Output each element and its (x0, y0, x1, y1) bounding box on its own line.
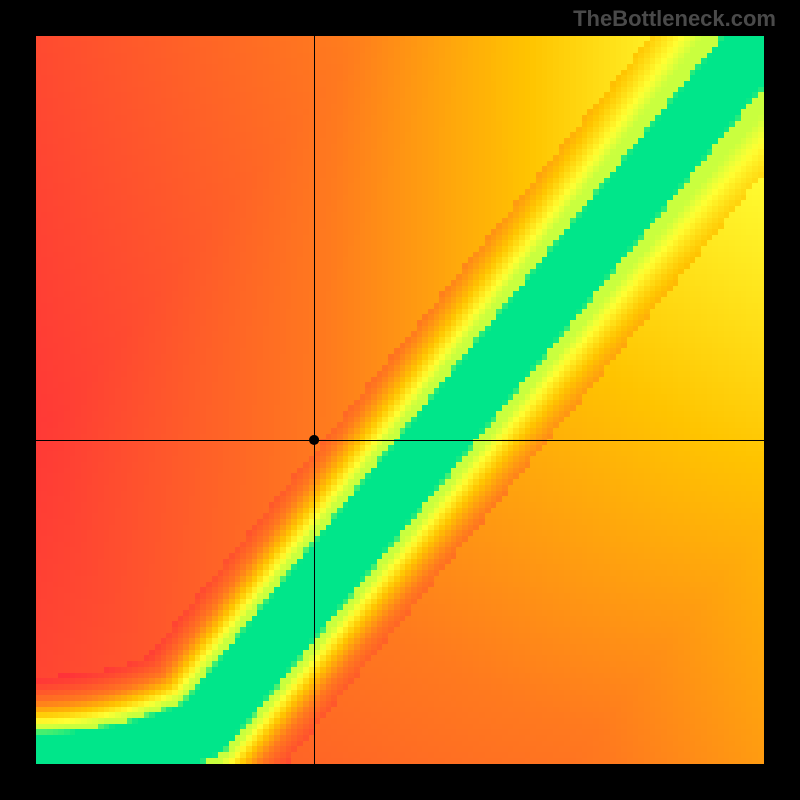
chart-container: TheBottleneck.com (0, 0, 800, 800)
watermark-text: TheBottleneck.com (573, 6, 776, 32)
heatmap-plot (36, 36, 764, 764)
